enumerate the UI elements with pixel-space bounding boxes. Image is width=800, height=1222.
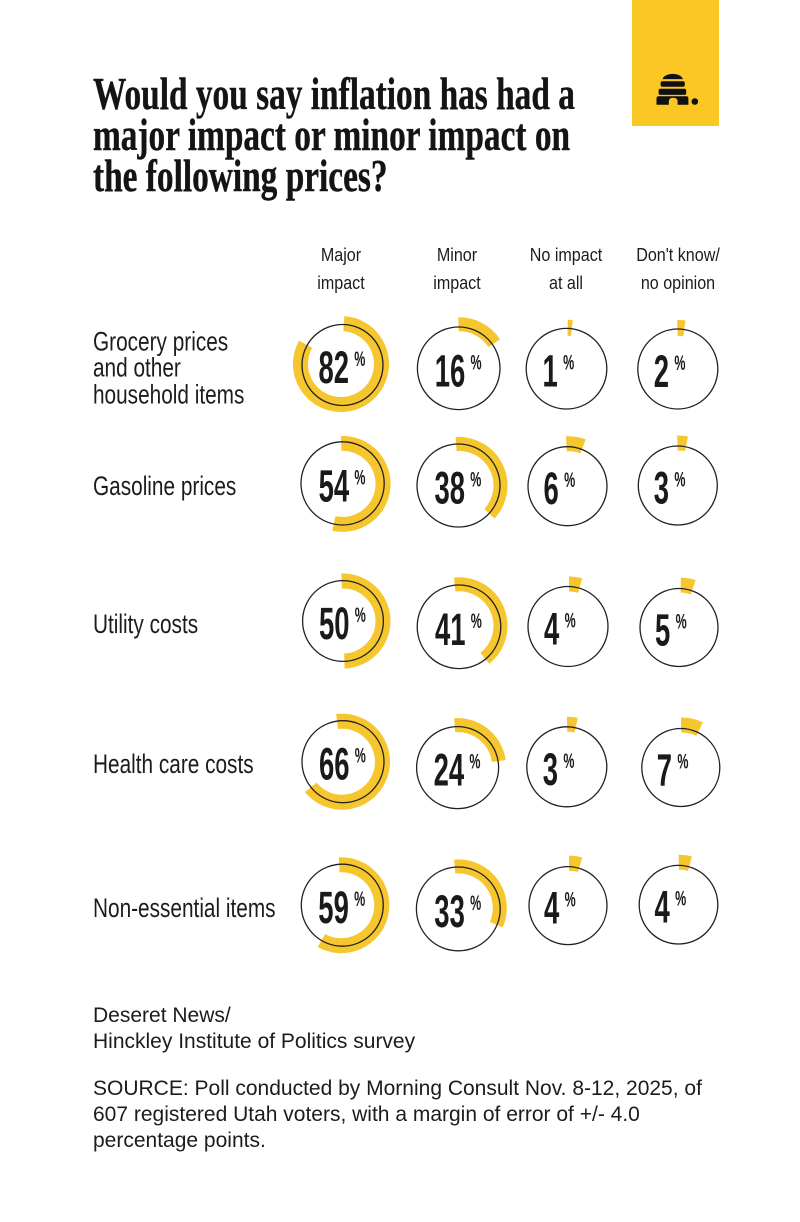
svg-text:16: 16	[435, 345, 466, 396]
svg-text:%: %	[675, 886, 686, 910]
svg-text:24: 24	[434, 745, 465, 796]
svg-text:4: 4	[544, 883, 559, 934]
svg-text:%: %	[674, 467, 685, 491]
svg-text:%: %	[677, 749, 688, 773]
svg-text:38: 38	[435, 462, 466, 513]
svg-text:%: %	[563, 350, 574, 374]
svg-text:%: %	[471, 350, 482, 374]
svg-text:%: %	[354, 346, 365, 370]
svg-text:%: %	[469, 749, 480, 773]
svg-text:%: %	[471, 608, 482, 632]
svg-text:%: %	[674, 350, 685, 374]
svg-text:%: %	[354, 465, 365, 489]
svg-text:33: 33	[434, 886, 465, 937]
svg-text:6: 6	[544, 463, 559, 514]
svg-text:41: 41	[435, 604, 466, 655]
svg-text:%: %	[564, 468, 575, 492]
svg-text:3: 3	[654, 462, 669, 513]
svg-text:%: %	[676, 609, 687, 633]
svg-text:59: 59	[318, 882, 349, 933]
svg-text:82: 82	[319, 342, 350, 393]
svg-text:5: 5	[655, 604, 670, 655]
svg-text:2: 2	[654, 346, 669, 397]
svg-text:66: 66	[319, 739, 350, 790]
svg-text:%: %	[355, 602, 366, 626]
svg-text:1: 1	[543, 346, 558, 397]
svg-text:%: %	[355, 743, 366, 767]
svg-text:4: 4	[544, 603, 559, 654]
svg-text:%: %	[565, 608, 576, 632]
svg-text:50: 50	[319, 598, 350, 649]
svg-text:3: 3	[543, 744, 558, 795]
svg-text:54: 54	[319, 460, 350, 511]
svg-text:%: %	[470, 467, 481, 491]
svg-text:%: %	[470, 890, 481, 914]
svg-text:4: 4	[655, 882, 670, 933]
svg-text:%: %	[565, 887, 576, 911]
svg-text:%: %	[354, 887, 365, 911]
svg-text:%: %	[563, 748, 574, 772]
svg-text:7: 7	[657, 744, 672, 795]
